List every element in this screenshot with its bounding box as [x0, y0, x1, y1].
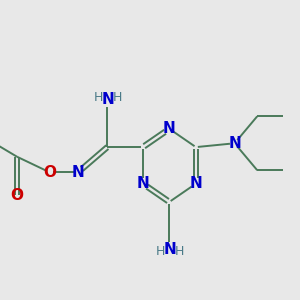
Text: N: N [228, 136, 241, 151]
Text: N: N [102, 92, 114, 106]
Text: N: N [190, 176, 202, 191]
Text: O: O [43, 165, 56, 180]
Text: H: H [112, 92, 122, 104]
Text: H: H [156, 245, 165, 258]
Text: N: N [164, 242, 176, 257]
Text: H: H [175, 245, 184, 258]
Text: O: O [11, 188, 23, 203]
Text: N: N [136, 176, 149, 191]
Text: N: N [163, 121, 176, 136]
Text: N: N [72, 165, 85, 180]
Text: H: H [94, 92, 103, 104]
